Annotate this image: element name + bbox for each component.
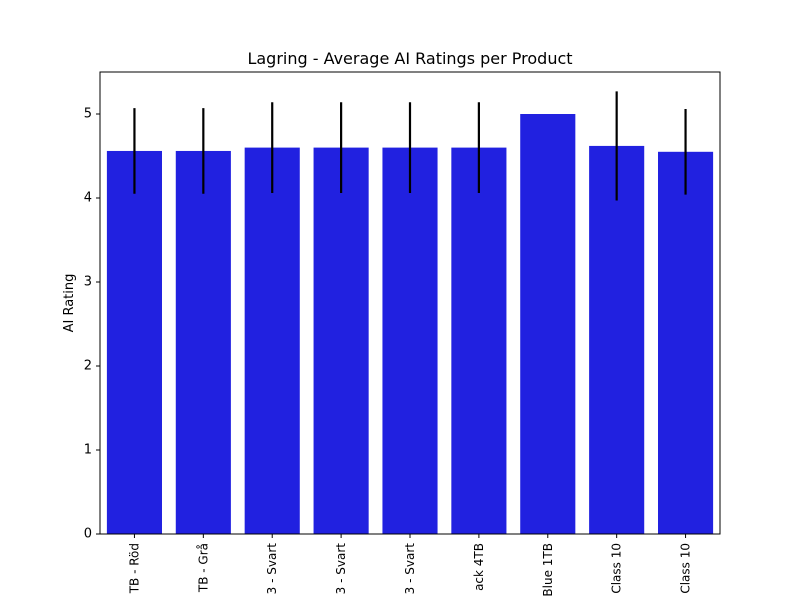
y-tick-label: 3 bbox=[84, 275, 92, 290]
bar bbox=[382, 147, 438, 534]
bar bbox=[244, 147, 300, 534]
x-tick-label: 3 - Svart bbox=[403, 543, 417, 595]
x-tick-label: Class 10 bbox=[610, 543, 624, 594]
bar bbox=[106, 150, 162, 534]
bars-group bbox=[106, 114, 714, 535]
bar bbox=[658, 151, 714, 535]
x-tick-label: 3 - Svart bbox=[334, 543, 348, 595]
x-tick-label: 3 - Svart bbox=[265, 543, 279, 595]
y-tick-label: 4 bbox=[84, 191, 92, 206]
x-tick-label: TB - Röd bbox=[127, 543, 141, 594]
x-tick-label: Blue 1TB bbox=[541, 543, 555, 597]
x-tick-label: TB - Grå bbox=[196, 543, 210, 593]
x-tick-label: Class 10 bbox=[679, 543, 693, 594]
bar bbox=[589, 145, 645, 535]
y-axis-label: AI Rating bbox=[62, 274, 77, 333]
y-tick-label: 5 bbox=[84, 107, 92, 122]
y-axis: 0 1 2 3 4 5 bbox=[84, 107, 100, 542]
bar bbox=[313, 147, 369, 534]
x-tick-label: ack 4TB bbox=[472, 543, 486, 591]
y-tick-label: 1 bbox=[84, 443, 92, 458]
bar bbox=[175, 150, 231, 534]
x-axis: TB - Röd TB - Grå 3 - Svart 3 - Svart 3 - Sv… bbox=[127, 534, 693, 597]
bar bbox=[451, 147, 507, 534]
y-tick-label: 2 bbox=[84, 359, 92, 374]
y-tick-label: 0 bbox=[84, 527, 92, 542]
bar bbox=[520, 114, 576, 534]
error-bars-group bbox=[133, 91, 687, 201]
chart-title: Lagring - Average AI Ratings per Product bbox=[247, 49, 572, 68]
